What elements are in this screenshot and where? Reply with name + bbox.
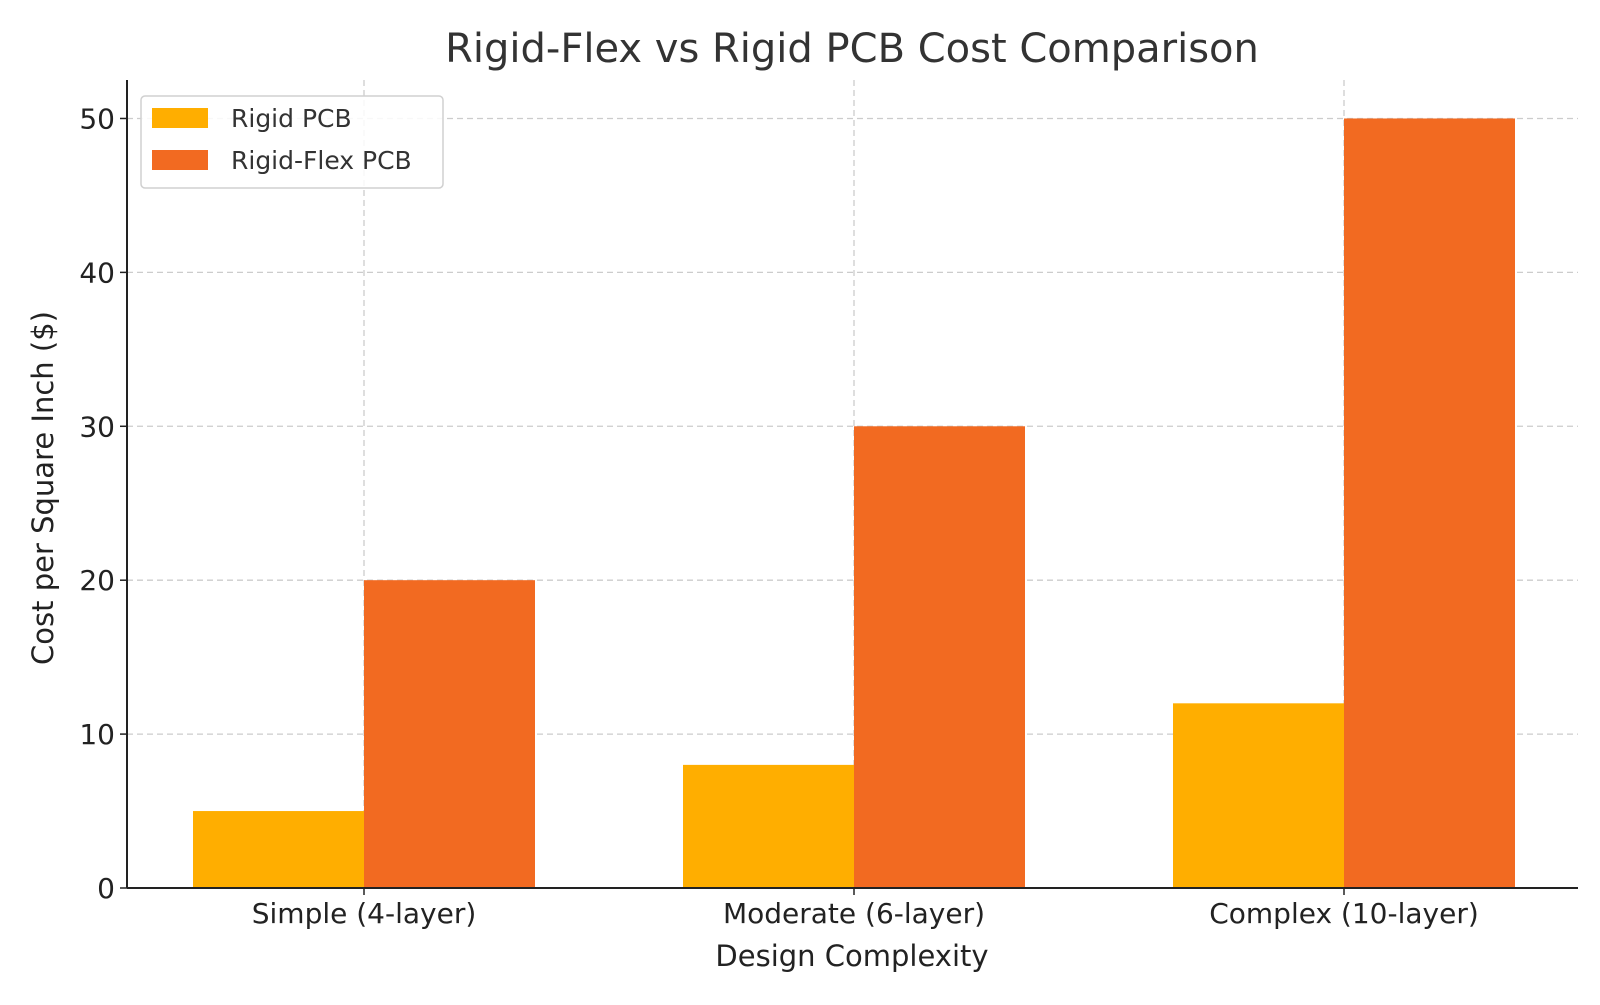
y-axis-label: Cost per Square Inch ($) bbox=[26, 311, 60, 665]
bar-rigid-flex-pcb-1 bbox=[854, 426, 1025, 888]
y-tick-label: 30 bbox=[79, 410, 115, 443]
y-tick-label: 50 bbox=[79, 102, 115, 135]
bar-rigid-flex-pcb-2 bbox=[1344, 118, 1515, 888]
legend-label-rigid-flex-pcb: Rigid-Flex PCB bbox=[231, 146, 412, 175]
bar-rigid-flex-pcb-0 bbox=[364, 580, 535, 888]
legend-swatch-rigid-flex-pcb bbox=[152, 150, 208, 170]
y-tick-label: 40 bbox=[79, 256, 115, 289]
bars bbox=[193, 118, 1515, 888]
y-tick-label: 20 bbox=[79, 564, 115, 597]
bar-rigid-pcb-0 bbox=[193, 811, 364, 888]
legend-swatch-rigid-pcb bbox=[152, 108, 208, 128]
legend-frame bbox=[140, 95, 444, 189]
legend-label-rigid-pcb: Rigid PCB bbox=[231, 104, 352, 133]
x-tick-label: Complex (10-layer) bbox=[1209, 897, 1479, 930]
y-tick-label: 10 bbox=[79, 718, 115, 751]
legend: Rigid PCB Rigid-Flex PCB bbox=[140, 95, 444, 189]
tick-labels: 0 10 20 30 40 50 Simple (4-layer) Moderate (6-l… bbox=[79, 102, 1478, 930]
bar-rigid-pcb-1 bbox=[683, 764, 854, 888]
x-tick-label: Simple (4-layer) bbox=[252, 897, 477, 930]
y-tick-label: 0 bbox=[97, 872, 115, 905]
axes bbox=[120, 80, 1578, 895]
x-axis-label: Design Complexity bbox=[715, 939, 988, 973]
x-tick-label: Moderate (6-layer) bbox=[723, 897, 985, 930]
chart-title: Rigid-Flex vs Rigid PCB Cost Comparison bbox=[445, 26, 1259, 72]
bar-rigid-pcb-2 bbox=[1173, 703, 1344, 888]
